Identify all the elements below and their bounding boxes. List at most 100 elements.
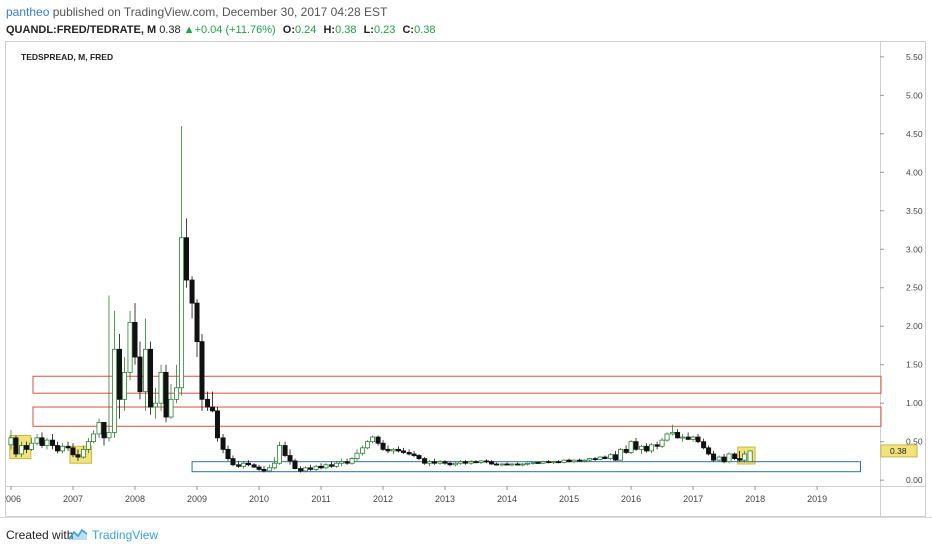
x-tick-label: 2006 bbox=[5, 494, 21, 504]
candle-body bbox=[90, 433, 96, 443]
candle-body bbox=[28, 442, 34, 450]
last-value: 0.38 bbox=[159, 24, 181, 36]
candle-body bbox=[267, 467, 273, 472]
resistance-zone-box bbox=[32, 406, 882, 427]
candle-body bbox=[152, 402, 158, 408]
candle-body bbox=[245, 462, 251, 466]
y-tick-label: 3.00 bbox=[906, 244, 923, 254]
last-price-label: 0.38 bbox=[890, 446, 907, 456]
candle-body bbox=[551, 461, 557, 464]
candle-body bbox=[556, 461, 562, 464]
candle-body bbox=[370, 436, 376, 443]
candle-body bbox=[695, 436, 701, 443]
candle-body bbox=[230, 458, 236, 466]
candle-body bbox=[344, 461, 350, 464]
publish-line: pantheo published on TradingView.com, De… bbox=[6, 4, 926, 20]
candle-body bbox=[416, 455, 422, 460]
candle-body bbox=[489, 461, 495, 465]
y-tick-label: 5.00 bbox=[906, 90, 923, 100]
candle-body bbox=[732, 453, 738, 460]
candle-body bbox=[127, 321, 133, 373]
candle-body bbox=[24, 445, 30, 450]
y-tick-label: 2.00 bbox=[906, 321, 923, 331]
candle-body bbox=[380, 442, 386, 450]
candle-body bbox=[236, 464, 242, 467]
tradingview-brand-link[interactable]: TradingView bbox=[92, 528, 159, 542]
y-tick-label: 1.50 bbox=[906, 360, 923, 370]
candle-body bbox=[44, 439, 50, 446]
candle-body bbox=[272, 462, 278, 469]
candle-body bbox=[117, 348, 123, 400]
candlestick-chart[interactable]: TEDSPREAD, M, FRED 0.00 0.50 1.00 1.50 2.00 2.… bbox=[1, 41, 926, 517]
candle-body bbox=[96, 422, 102, 435]
candle-body bbox=[442, 461, 448, 464]
candle-body bbox=[639, 445, 645, 450]
candle-body bbox=[121, 372, 127, 400]
candle-body bbox=[313, 465, 319, 470]
candle-body bbox=[571, 459, 577, 463]
candle-body bbox=[189, 279, 195, 304]
candle-body bbox=[566, 459, 572, 463]
candle-body bbox=[101, 422, 107, 439]
candle-body bbox=[520, 463, 526, 466]
candle-body bbox=[132, 321, 138, 358]
candle-body bbox=[587, 458, 593, 461]
candle-body bbox=[515, 463, 521, 466]
change-value: +0.04 (+11.76%) bbox=[194, 24, 276, 36]
candle-body bbox=[747, 450, 753, 463]
chart-area[interactable]: TEDSPREAD, M, FRED 0.00 0.50 1.00 1.50 2.00 2.… bbox=[1, 41, 926, 517]
candle-body bbox=[183, 237, 189, 281]
last-price-tag bbox=[880, 444, 918, 458]
y-tick-label: 4.00 bbox=[906, 167, 923, 177]
candle-body bbox=[334, 462, 340, 467]
y-tick-label: 2.50 bbox=[906, 283, 923, 293]
candle-body bbox=[214, 410, 220, 439]
candle-body bbox=[205, 398, 211, 408]
candle-body bbox=[81, 448, 87, 458]
candle-body bbox=[535, 462, 541, 464]
candle-body bbox=[546, 461, 552, 464]
candle-body bbox=[106, 432, 112, 439]
candle-body bbox=[396, 448, 402, 452]
candle-body bbox=[675, 432, 681, 439]
candle-body bbox=[174, 387, 180, 400]
candle-body bbox=[13, 437, 19, 455]
candle-body bbox=[628, 441, 634, 453]
chart-frame bbox=[5, 41, 926, 517]
candle-body bbox=[360, 447, 366, 454]
candle-body bbox=[509, 463, 515, 466]
x-tick-label: 2018 bbox=[745, 494, 765, 504]
candle-body bbox=[447, 462, 453, 466]
candle-body bbox=[225, 448, 231, 460]
candle-body bbox=[112, 348, 118, 433]
x-tick-label: 2019 bbox=[807, 494, 827, 504]
candle-body bbox=[422, 458, 428, 464]
candle-body bbox=[148, 348, 154, 408]
candle-body bbox=[608, 454, 614, 460]
chart-header: pantheo published on TradingView.com, De… bbox=[6, 4, 926, 38]
candle-body bbox=[303, 467, 309, 472]
y-tick-label: 0.00 bbox=[906, 475, 923, 485]
symbol-label[interactable]: QUANDL:FRED/TEDRATE, M bbox=[6, 24, 157, 36]
candle-body bbox=[463, 461, 469, 464]
candle-body bbox=[220, 437, 226, 450]
resistance-zone-box bbox=[32, 375, 882, 394]
candle-body bbox=[690, 436, 696, 440]
candle-body bbox=[649, 444, 655, 452]
candle-body bbox=[241, 462, 247, 467]
author-link[interactable]: pantheo bbox=[6, 5, 50, 19]
candle-body bbox=[592, 458, 598, 461]
candle-body bbox=[484, 460, 490, 463]
created-with-label: Created with bbox=[6, 528, 74, 542]
candle-body bbox=[411, 453, 417, 456]
candle-body bbox=[375, 436, 381, 444]
candle-body bbox=[468, 461, 474, 464]
candle-body bbox=[251, 464, 257, 468]
up-arrow-icon: ▲ bbox=[183, 24, 195, 36]
candle-body bbox=[473, 461, 479, 464]
candle-body bbox=[354, 452, 360, 460]
tradingview-logo-icon bbox=[68, 528, 88, 540]
open-label: O: bbox=[282, 24, 295, 36]
candle-body bbox=[499, 463, 505, 466]
candle-body bbox=[329, 464, 335, 467]
